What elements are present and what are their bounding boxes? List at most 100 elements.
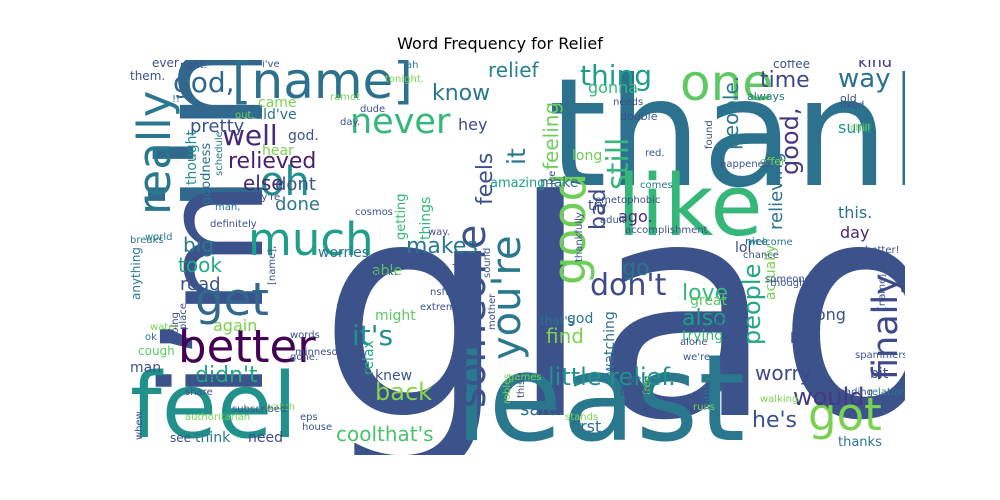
word-mark: might: [375, 308, 416, 324]
word-mark: period: [452, 263, 463, 295]
word-mark: schedule: [214, 131, 225, 176]
word-mark: free: [642, 375, 653, 395]
word-mark: god,: [173, 66, 235, 99]
word-mark: actually: [763, 245, 779, 300]
word-mark: time: [760, 68, 810, 93]
word-mark: relax: [361, 340, 377, 375]
word-mark: i'm: [125, 60, 298, 215]
word-mark: tonight.: [385, 74, 424, 85]
word-mark: got: [808, 388, 882, 441]
word-mark: done: [275, 194, 320, 215]
word-mark: first: [570, 417, 601, 436]
word-mark: someone: [449, 225, 495, 408]
word-mark: back: [375, 378, 432, 406]
word-mark: coffee: [773, 60, 810, 71]
word-mark: comes: [640, 180, 673, 191]
word-mark: didn't: [195, 363, 258, 388]
word-mark: long: [572, 148, 602, 164]
word-mark: breaks: [130, 235, 164, 246]
word-mark: i've: [262, 60, 280, 70]
word-mark: find: [546, 324, 584, 348]
word-mark: glad: [318, 137, 905, 455]
word-mark: would: [793, 383, 864, 411]
word-mark: ice: [547, 171, 558, 185]
word-mark: runs: [693, 402, 715, 413]
word-mark: safe.: [520, 399, 564, 420]
word-mark: thankfully: [574, 212, 585, 262]
word-mark: oh: [260, 159, 310, 205]
word-mark: don't: [590, 268, 667, 303]
word-mark: [name]: [877, 274, 888, 310]
word-mark: really: [128, 91, 181, 215]
word-mark: amazing: [490, 176, 546, 191]
word-mark: right.: [180, 60, 207, 71]
word-mark: thought: [184, 129, 200, 185]
word-mark: [name]: [232, 60, 413, 110]
word-mark: always: [747, 90, 785, 103]
word-mark: much: [248, 213, 374, 266]
word-mark: like: [617, 157, 763, 256]
word-mark: could've: [238, 107, 297, 123]
word-mark: relief: [488, 60, 540, 82]
word-mark: sound: [482, 248, 493, 278]
word-mark: man: [130, 360, 161, 376]
word-mark: worries.: [318, 245, 374, 261]
word-mark: !!: [172, 94, 180, 105]
word-mark: man,: [215, 202, 240, 213]
word-mark: welcome: [748, 237, 793, 248]
word-mark: 15mg: [210, 192, 239, 203]
word-mark: feels: [473, 153, 498, 205]
word-mark: robles: [502, 374, 513, 405]
word-mark: cough: [138, 344, 175, 358]
word-mark: then.: [715, 314, 746, 328]
word-mark: day: [840, 223, 869, 242]
word-mark: adult: [600, 215, 626, 226]
word-mark: goodness: [199, 143, 214, 205]
word-mark: alone: [680, 337, 708, 348]
word-mark: god.: [288, 128, 319, 144]
word-mark: one: [680, 60, 773, 112]
word-mark: big: [183, 233, 214, 257]
word-mark: place: [178, 303, 189, 330]
word-mark: good,: [776, 108, 804, 175]
word-mark: trying: [682, 328, 723, 344]
word-mark: [name],: [267, 246, 278, 285]
word-mark: thing: [580, 60, 652, 92]
word-mark: spammers: [855, 350, 905, 361]
word-mark: else: [243, 171, 284, 195]
word-mark: strong: [795, 305, 846, 324]
word-mark: good: [543, 173, 596, 285]
word-mark: relieving: [766, 152, 787, 230]
word-mark: sure: [838, 118, 873, 137]
word-mark: share: [185, 387, 213, 398]
word-mark: coolthat's: [336, 422, 434, 446]
word-mark: nsfw: [430, 287, 453, 298]
word-mark: try: [588, 198, 608, 214]
word-mark: them.: [130, 69, 165, 83]
word-mark: still: [601, 138, 636, 190]
word-mark: double: [620, 110, 658, 123]
word-mark: this.: [838, 203, 872, 222]
word-mark: games: [508, 372, 542, 383]
word-mark: day.: [340, 117, 360, 128]
word-mark: feeling: [539, 102, 563, 170]
word-mark: dont: [275, 174, 316, 195]
word-mark: bad: [586, 189, 611, 230]
word-mark: accomplishment: [625, 225, 708, 236]
word-mark: someone,: [765, 274, 814, 285]
word-mark: worry: [755, 361, 812, 385]
word-mark: chill: [850, 123, 870, 134]
word-mark: walking: [760, 394, 798, 405]
word-mark: break: [620, 387, 649, 398]
word-mark: people.: [719, 76, 743, 150]
word-mark: offer: [760, 155, 786, 168]
word-mark: see: [170, 431, 191, 445]
word-mark: whew.: [134, 409, 145, 440]
word-mark: dude: [360, 104, 385, 115]
word-mark: hear: [262, 143, 294, 159]
word-mark: again: [213, 316, 257, 335]
word-mark: knew: [375, 368, 412, 384]
word-mark: get: [195, 273, 269, 326]
word-mark: us: [720, 429, 732, 440]
word-mark: subscribed: [232, 404, 286, 415]
